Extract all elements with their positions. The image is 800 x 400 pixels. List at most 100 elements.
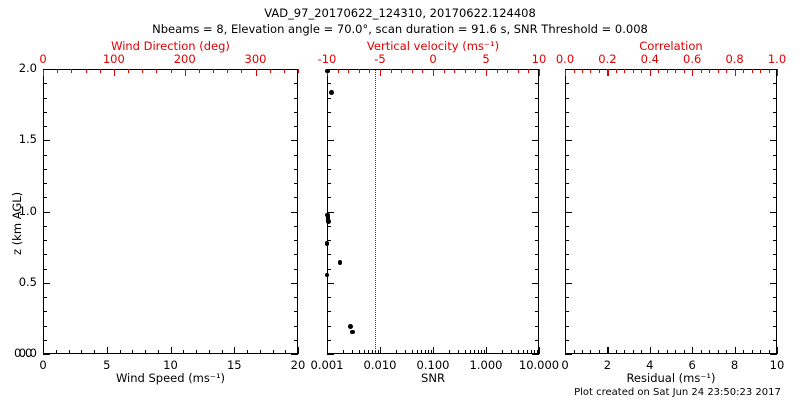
x-tick-minor-bottom: [598, 350, 600, 354]
y-tick-minor: [43, 83, 47, 85]
x-tick-minor-top: [401, 69, 403, 73]
y-tick-minor: [294, 225, 298, 227]
x-tick-label-bottom: 0.010: [363, 358, 397, 372]
x-tick-label-bottom: 10: [163, 358, 178, 372]
x-tick-major-top: [565, 69, 567, 76]
y-tick-minor: [43, 183, 47, 184]
y-tick-minor: [43, 297, 47, 298]
x-tick-minor-bottom: [221, 350, 223, 354]
y-tick-major: [43, 282, 50, 284]
x-tick-minor-bottom: [119, 350, 121, 354]
x-tick-major-top: [649, 69, 651, 76]
y-tick-minor: [294, 168, 298, 170]
x-tick-label-top: 200: [173, 52, 196, 66]
y-tick-major: [565, 354, 572, 356]
x-tick-major-top: [539, 69, 541, 76]
y-tick-minor: [773, 325, 777, 327]
y-tick-minor: [773, 97, 777, 99]
y-tick-minor: [773, 225, 777, 227]
x-tick-minor-top: [666, 69, 668, 73]
y-tick-minor: [327, 83, 331, 85]
x-tick-minor-bottom: [590, 350, 592, 354]
x-tick-minor-bottom: [427, 350, 429, 354]
x-tick-major-top: [692, 69, 694, 76]
y-tick-minor: [327, 339, 331, 341]
middle-plot-panel[interactable]: [327, 69, 539, 354]
y-tick-minor: [535, 154, 539, 156]
y-tick-minor: [327, 297, 331, 298]
y-tick-minor: [43, 97, 47, 99]
x-tick-minor-top: [213, 69, 214, 73]
x-tick-minor-bottom: [396, 350, 397, 354]
y-tick-minor: [565, 97, 569, 99]
x-tick-label-bottom: 15: [226, 358, 242, 372]
x-tick-major-bottom: [734, 347, 736, 354]
x-tick-label-bottom: 20: [290, 358, 306, 372]
x-tick-minor-bottom: [511, 350, 513, 354]
y-tick-major: [565, 211, 572, 213]
y-tick-minor: [773, 197, 777, 199]
x-tick-minor-bottom: [751, 350, 753, 354]
y-tick-minor: [327, 111, 331, 113]
x-tick-major-bottom: [106, 347, 108, 354]
right-plot-panel[interactable]: [565, 69, 777, 354]
x-tick-major-top: [113, 69, 115, 76]
x-tick-label-top: 300: [244, 52, 267, 66]
x-tick-minor-bottom: [760, 350, 761, 354]
x-tick-major-bottom: [649, 347, 651, 354]
x-tick-minor-top: [57, 69, 59, 73]
y-tick-minor: [535, 111, 539, 113]
x-tick-minor-bottom: [675, 350, 677, 354]
x-tick-minor-top: [454, 69, 456, 73]
x-tick-label-top: 0: [39, 52, 47, 66]
x-tick-minor-top: [641, 69, 643, 73]
y-tick-minor: [294, 297, 298, 298]
x-tick-minor-bottom: [743, 350, 745, 354]
x-tick-minor-top: [411, 69, 413, 73]
y-tick-minor: [565, 268, 569, 270]
y-tick-minor: [773, 154, 777, 156]
x-tick-label-bottom: 5: [103, 358, 111, 372]
x-tick-label-top: 0.4: [640, 52, 659, 66]
x-tick-major-top: [43, 69, 45, 76]
y-tick-minor: [773, 311, 777, 313]
y-tick-minor: [327, 97, 331, 99]
x-tick-minor-top: [156, 69, 158, 73]
y-tick-minor: [327, 268, 331, 270]
data-point: [329, 90, 334, 95]
y-tick-major: [532, 69, 539, 71]
y-tick-minor: [535, 240, 539, 241]
x-tick-minor-bottom: [582, 350, 583, 354]
x-tick-minor-bottom: [768, 350, 770, 354]
x-tick-minor-bottom: [364, 350, 365, 354]
y-tick-minor: [327, 240, 331, 241]
y-tick-major: [770, 354, 777, 356]
y-tick-minor: [43, 240, 47, 241]
x-tick-label-bottom: 10: [769, 358, 785, 372]
y-tick-major: [43, 211, 50, 213]
x-tick-minor-bottom: [368, 350, 370, 354]
x-tick-label-top: 5: [482, 52, 490, 66]
x-tick-major-top: [255, 69, 257, 76]
x-tick-label-top: 0.8: [725, 52, 744, 66]
x-tick-minor-bottom: [183, 350, 185, 354]
left-plot-panel[interactable]: [43, 69, 298, 354]
x-tick-minor-top: [760, 69, 761, 73]
y-tick-minor: [565, 154, 569, 156]
y-tick-minor: [327, 154, 331, 156]
x-tick-label-bottom: 2: [603, 358, 612, 372]
y-tick-major: [532, 354, 539, 356]
x-tick-minor-bottom: [55, 350, 57, 354]
x-tick-minor-bottom: [449, 350, 450, 354]
y-tick-major: [770, 211, 777, 213]
x-tick-minor-bottom: [430, 350, 432, 354]
x-tick-minor-top: [358, 69, 360, 73]
y-tick-minor: [294, 83, 298, 85]
y-tick-minor: [535, 297, 539, 298]
x-tick-label-top: 0.0: [555, 52, 575, 66]
y-tick-minor: [535, 183, 539, 184]
data-point: [325, 219, 331, 224]
y-tick-major: [291, 354, 298, 356]
y-tick-minor: [535, 97, 539, 99]
x-tick-minor-top: [598, 69, 600, 73]
